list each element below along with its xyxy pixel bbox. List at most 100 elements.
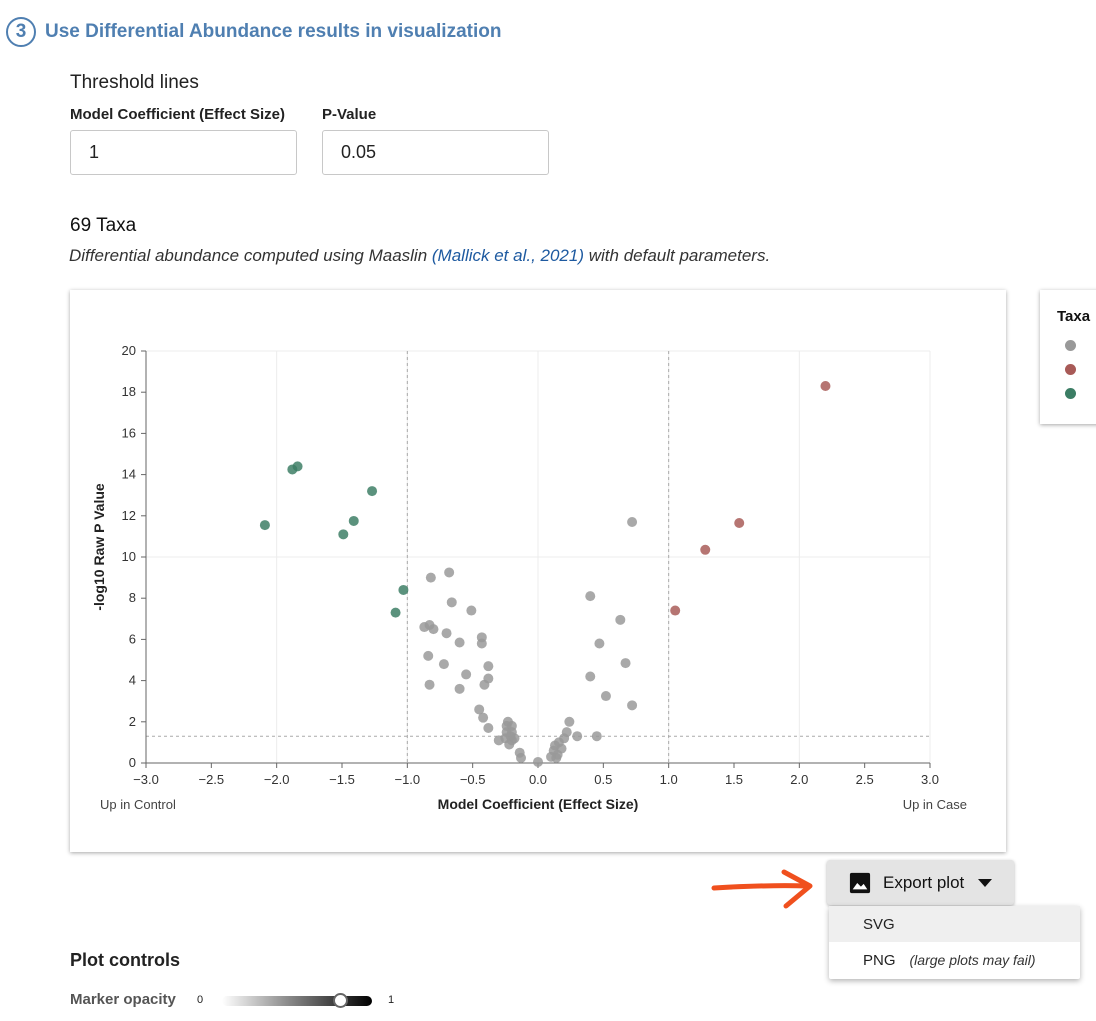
y-axis-title: -log10 Raw P Value [91, 483, 107, 611]
y-tick-label: 0 [129, 755, 136, 770]
data-point [564, 716, 575, 727]
y-tick-label: 6 [129, 631, 136, 646]
y-tick-label: 8 [129, 590, 136, 605]
x-tick-label: 2.5 [856, 772, 874, 787]
data-point [478, 712, 489, 723]
data-point [466, 605, 477, 616]
legend-dot-up-in-control[interactable] [1065, 388, 1076, 399]
x-tick-label: 0.0 [529, 772, 547, 787]
y-tick-label: 10 [122, 549, 136, 564]
x-tick-label: 0.5 [594, 772, 612, 787]
data-point [585, 591, 596, 602]
data-point [444, 567, 455, 578]
data-point [585, 671, 596, 682]
data-point [600, 691, 611, 702]
export-png-note: (large plots may fail) [909, 952, 1036, 968]
x-tick-label: −2.0 [264, 772, 290, 787]
legend-title: Taxa [1057, 308, 1091, 325]
data-point [591, 731, 602, 742]
data-point [423, 650, 434, 661]
y-tick-label: 18 [122, 384, 136, 399]
data-point [734, 518, 745, 529]
data-point [483, 722, 494, 733]
up-in-control-annotation: Up in Control [100, 797, 176, 812]
export-png-label: PNG [863, 951, 896, 969]
legend-dot-neutral[interactable] [1065, 340, 1076, 351]
export-svg-label: SVG [863, 915, 895, 933]
data-point [338, 529, 349, 540]
marker-opacity-slider-thumb[interactable] [332, 993, 348, 1008]
x-tick-label: 3.0 [921, 772, 939, 787]
y-tick-label: 2 [129, 714, 136, 729]
volcano-plot-svg: −3.0 −2.5 −2.0 −1.5 −1.0 −0.5 0.0 0.5 1.0 1.5 2.0 2… [91, 343, 967, 812]
data-point [461, 669, 472, 680]
x-tick-label: 2.0 [790, 772, 808, 787]
export-png-option[interactable]: PNG (large plots may fail) [829, 942, 1080, 978]
data-point [476, 632, 487, 643]
data-point [428, 624, 439, 635]
data-point [627, 516, 638, 527]
x-tick-label: −3.0 [133, 772, 159, 787]
x-tick-label: −1.5 [329, 772, 355, 787]
marker-opacity-slider[interactable] [222, 996, 372, 1006]
opacity-max-label: 1 [388, 994, 395, 1006]
export-plot-button[interactable]: Export plot [827, 860, 1014, 905]
data-point [425, 572, 436, 583]
data-point [483, 673, 494, 684]
data-point [483, 661, 494, 672]
data-point [594, 638, 605, 649]
legend-dot-up-in-case[interactable] [1065, 364, 1076, 375]
export-svg-option[interactable]: SVG [829, 906, 1080, 942]
data-point [390, 607, 401, 618]
data-point [516, 752, 527, 763]
x-tick-label: −2.5 [198, 772, 224, 787]
caret-down-icon [978, 878, 993, 887]
data-point [424, 679, 435, 690]
data-point [556, 743, 567, 754]
step-header: 3 Use Differential Abundance results in … [6, 17, 501, 47]
arrow-annotation-icon [711, 869, 813, 909]
step-title: Use Differential Abundance results in vi… [45, 21, 502, 42]
data-point [561, 727, 572, 738]
data-point [292, 461, 303, 472]
taxa-count: 69 Taxa [70, 215, 137, 236]
x-tick-label: −0.5 [460, 772, 486, 787]
x-tick-label: −1.0 [394, 772, 420, 787]
x-tick-label: 1.0 [660, 772, 678, 787]
data-point [670, 605, 681, 616]
description-suffix: with default parameters. [584, 246, 771, 265]
image-icon [849, 872, 871, 893]
up-in-case-annotation: Up in Case [903, 797, 967, 812]
data-point [620, 658, 631, 669]
data-point [367, 486, 378, 497]
data-point [509, 733, 520, 744]
effect-size-label: Model Coefficient (Effect Size) [70, 106, 286, 123]
data-point [348, 515, 359, 526]
opacity-min-label: 0 [197, 994, 204, 1006]
marker-opacity-label: Marker opacity [70, 991, 176, 1008]
y-tick-label: 20 [122, 343, 136, 358]
data-point [533, 756, 543, 767]
data-point [474, 704, 485, 715]
data-point [454, 637, 465, 648]
plot-controls-heading: Plot controls [70, 950, 181, 970]
data-point [627, 700, 638, 711]
pvalue-input[interactable] [322, 130, 549, 175]
volcano-plot: −3.0 −2.5 −2.0 −1.5 −1.0 −0.5 0.0 0.5 1.0 1.5 2.0 2… [70, 290, 1006, 852]
analysis-description: Differential abundance computed using Ma… [69, 246, 770, 266]
data-point [438, 659, 449, 670]
data-point [446, 597, 457, 608]
data-point [398, 584, 409, 595]
x-tick-label: 1.5 [725, 772, 743, 787]
x-axis-title: Model Coefficient (Effect Size) [438, 796, 639, 812]
export-dropdown-menu: SVG PNG (large plots may fail) [829, 906, 1080, 979]
data-point [615, 614, 626, 625]
step-number-badge: 3 [6, 17, 36, 47]
citation-link[interactable]: (Mallick et al., 2021) [431, 246, 585, 265]
y-tick-label: 4 [129, 673, 136, 688]
data-point [259, 520, 270, 531]
effect-size-input[interactable] [70, 130, 297, 175]
y-tick-label: 16 [122, 425, 136, 440]
export-plot-label: Export plot [883, 872, 965, 892]
pvalue-label: P-Value [322, 106, 377, 123]
